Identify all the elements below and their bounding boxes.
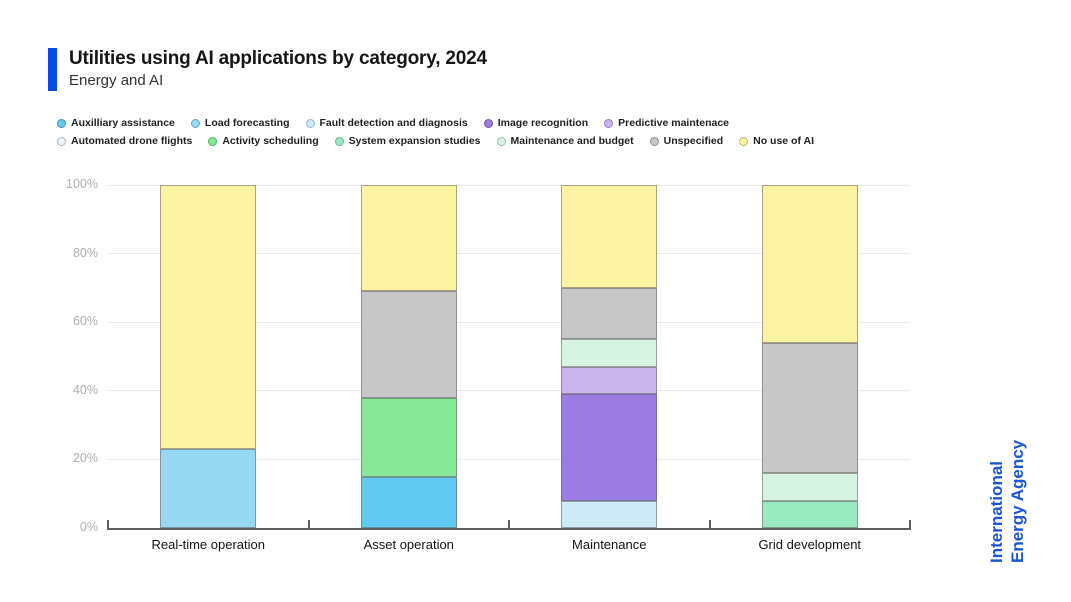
legend-label: System expansion studies (348, 135, 481, 147)
legend-dot-icon (334, 136, 344, 146)
legend-dot-icon (305, 118, 315, 128)
bar-segment (360, 291, 457, 398)
x-axis-line (107, 528, 911, 530)
legend-item: Load forecasting (190, 117, 290, 129)
bar-segment (561, 394, 658, 501)
bar-segment (561, 366, 658, 395)
legend-dot-icon (483, 118, 493, 128)
legend-label: Unspecified (663, 135, 724, 147)
legend-dot-icon (190, 118, 200, 128)
legend-dot-icon (649, 136, 659, 146)
gridline (108, 321, 910, 323)
legend-item: Unspecified (649, 135, 724, 147)
legend-item: Automated drone flights (57, 135, 192, 147)
y-axis-tick-label: 60% (72, 314, 98, 329)
legend-dot-icon (604, 118, 614, 128)
x-axis-tick (508, 520, 510, 528)
chart-legend: Auxilliary assistance Load forecasting Fau… (57, 117, 814, 147)
legend-label: Maintenance and budget (510, 135, 634, 147)
page-title: Utilities using AI applications by categ… (69, 48, 487, 69)
bar-segment (360, 397, 457, 477)
bar-segment (160, 185, 257, 450)
y-axis-tick-label: 0% (79, 520, 98, 534)
x-axis-tick (909, 520, 911, 528)
bar-segment (561, 500, 658, 528)
legend-dot-icon (208, 136, 218, 146)
legend-item: System expansion studies (334, 135, 481, 147)
legend-label: Auxilliary assistance (71, 117, 175, 129)
legend-dot-icon (57, 118, 66, 128)
gridline (108, 390, 910, 392)
x-axis-category-label: Maintenance (572, 537, 647, 552)
page-subtitle: Energy and AI (69, 71, 164, 89)
bar-segment (360, 185, 457, 292)
bar-segment (761, 500, 858, 528)
legend-label: Automated drone flights (71, 135, 193, 147)
iea-logo: International Energy Agency (986, 403, 1030, 563)
x-axis-tick (307, 520, 310, 528)
legend-dot-icon (739, 136, 749, 146)
stacked-bar (360, 185, 457, 528)
y-axis-tick-label: 20% (72, 451, 98, 466)
legend-item: Maintenance and budget (496, 135, 634, 147)
gridline (108, 184, 910, 186)
legend-item: Auxilliary assistance (57, 117, 175, 129)
iea-logo-line2: Energy Agency (1008, 439, 1028, 563)
bar-segment (561, 185, 658, 288)
y-axis-tick-label: 40% (72, 382, 98, 397)
bar-segment (160, 449, 257, 528)
legend-item: Predictive maintenace (604, 117, 729, 129)
stacked-bar (160, 185, 257, 528)
legend-label: Image recognition (497, 117, 589, 129)
title-accent-bar (48, 48, 57, 91)
bar-segment (360, 476, 457, 528)
legend-label: Load forecasting (204, 117, 290, 129)
legend-row-2: Automated drone flights Activity scheduli… (57, 135, 814, 147)
legend-label: Predictive maintenace (618, 117, 730, 129)
bar-segment (561, 287, 658, 340)
legend-item: Fault detection and diagnosis (305, 117, 468, 129)
legend-item: Activity scheduling (208, 135, 319, 147)
legend-label: Fault detection and diagnosis (319, 117, 468, 129)
x-axis-tick (107, 520, 109, 528)
y-axis-tick-label: 100% (66, 177, 98, 191)
bar-segment (761, 473, 858, 501)
title-block: Utilities using AI applications by categ… (48, 48, 487, 91)
gridline (108, 253, 910, 255)
x-axis-tick (708, 520, 711, 528)
bar-segment (761, 185, 858, 343)
iea-logo-line1: International (987, 460, 1006, 563)
x-axis-category-label: Real-time operation (151, 537, 265, 552)
legend-dot-icon (496, 136, 506, 146)
bar-segment (761, 342, 858, 474)
stacked-bar (561, 185, 658, 528)
legend-item: Image recognition (483, 117, 589, 129)
legend-row-1: Auxilliary assistance Load forecasting Fau… (57, 117, 814, 129)
legend-label: No use of AI (753, 135, 814, 147)
x-axis-category-label: Grid development (758, 537, 862, 552)
legend-item: No use of AI (739, 135, 814, 147)
legend-label: Activity scheduling (222, 135, 319, 147)
gridline (108, 458, 910, 460)
x-axis-category-label: Asset operation (363, 537, 454, 552)
legend-dot-icon (57, 136, 66, 146)
y-axis-tick-label: 80% (72, 245, 98, 260)
bar-segment (561, 339, 658, 367)
stacked-bar (761, 185, 858, 528)
